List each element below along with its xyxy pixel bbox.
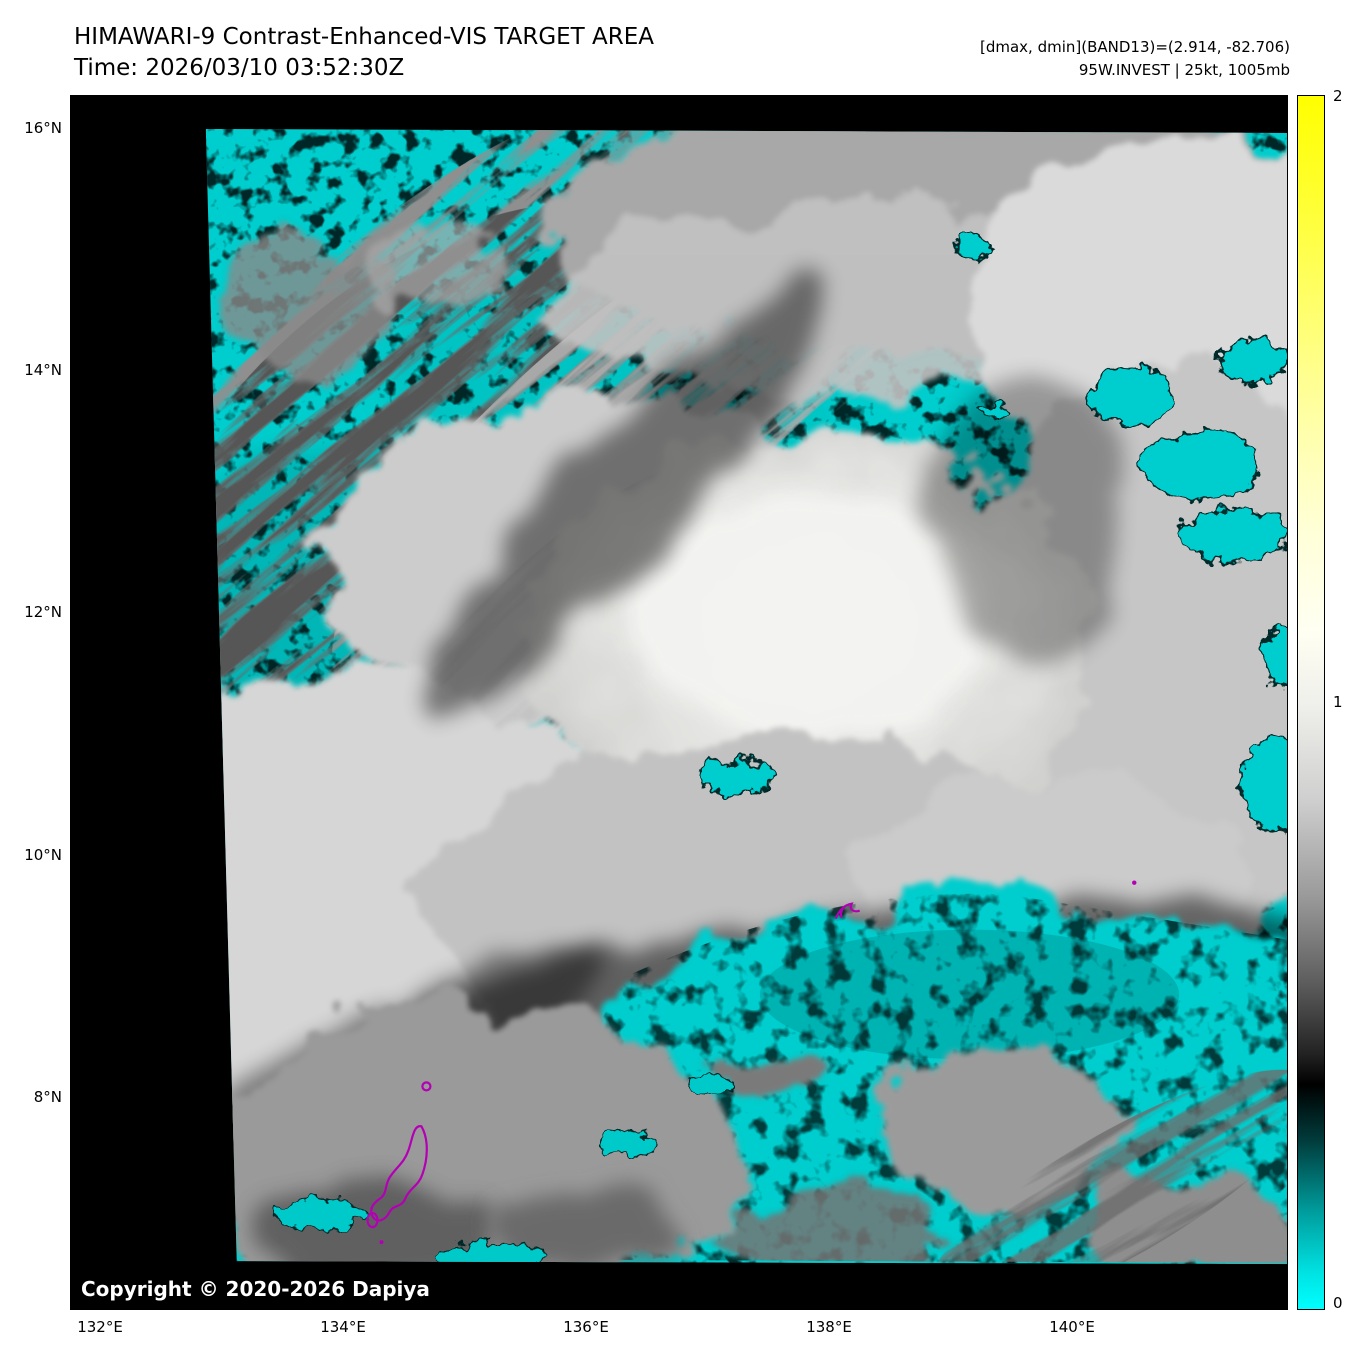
y-tick-14n: 14°N	[24, 361, 62, 379]
storm-stats: 95W.INVEST | 25kt, 1005mb	[1078, 61, 1290, 79]
southwest-clouds	[205, 1002, 745, 1265]
contour-ring-small	[421, 1081, 432, 1092]
y-tick-16n: 16°N	[24, 119, 62, 137]
x-tick-138e: 138°E	[806, 1318, 852, 1336]
contour-main-loop	[370, 1125, 428, 1222]
figure-title: HIMAWARI-9 Contrast-Enhanced-VIS TARGET …	[74, 24, 655, 50]
x-tick-134e: 134°E	[320, 1318, 366, 1336]
satellite-image	[71, 96, 1287, 1309]
copyright-label: Copyright © 2020-2026 Dapiya	[81, 1277, 430, 1301]
colorbar-tick-1: 1	[1333, 693, 1343, 711]
map-plot: Copyright © 2020-2026 Dapiya	[70, 95, 1288, 1310]
y-tick-8n: 8°N	[33, 1088, 62, 1106]
band-stats: [dmax, dmin](BAND13)=(2.914, -82.706)	[979, 38, 1290, 56]
colorbar-tick-0: 0	[1333, 1294, 1343, 1312]
contour-squiggle	[834, 902, 861, 920]
cyan-lake	[696, 758, 773, 797]
y-tick-12n: 12°N	[24, 603, 62, 621]
x-tick-136e: 136°E	[563, 1318, 609, 1336]
figure-time: Time: 2026/03/10 03:52:30Z	[74, 55, 405, 81]
invest-contours	[366, 880, 1137, 1245]
satellite-data-region	[205, 128, 1287, 1265]
cyan-pockets	[696, 232, 1287, 834]
colorbar-tick-2: 2	[1333, 87, 1343, 105]
colorbar-gradient	[1297, 95, 1325, 1310]
figure-annotations: [dmax, dmin](BAND13)=(2.914, -82.706) 95…	[980, 36, 1290, 82]
x-tick-140e: 140°E	[1049, 1318, 1095, 1336]
figure-header: HIMAWARI-9 Contrast-Enhanced-VIS TARGET …	[74, 22, 654, 84]
y-tick-10n: 10°N	[24, 846, 62, 864]
x-tick-132e: 132°E	[77, 1318, 123, 1336]
